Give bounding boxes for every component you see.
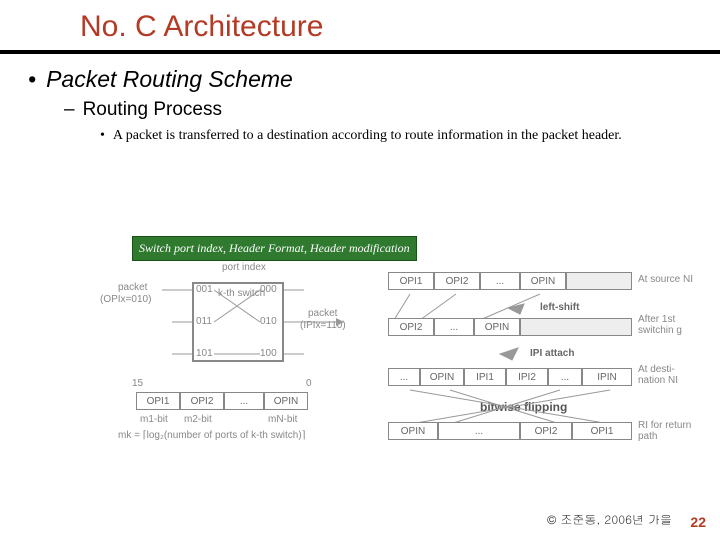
packet-in-label: packet [118, 282, 147, 293]
r1-dots: ... [480, 272, 520, 290]
body-text: A packet is transferred to a destination… [0, 127, 720, 145]
m1-label: m1-bit [140, 414, 168, 425]
packet-out-ipix: (IPIx=110) [300, 320, 346, 331]
mn-label: mN-bit [268, 414, 297, 425]
r1-opin: OPIN [520, 272, 566, 290]
hdr-opi2: OPI2 [180, 392, 224, 410]
bitflip-label: bitwise flipping [480, 400, 567, 414]
port-in-top: 001 [196, 284, 213, 295]
title-rule [0, 50, 720, 54]
r4-opi2: OPI2 [520, 422, 572, 440]
switch-label: k-th switch [218, 288, 265, 299]
r1-opi1: OPI1 [388, 272, 434, 290]
r1-pad [566, 272, 632, 290]
hdr-dots: ... [224, 392, 264, 410]
heading-level-2: Routing Process [0, 99, 720, 121]
heading-level-1: Packet Routing Scheme [0, 66, 720, 93]
m2-label: m2-bit [184, 414, 212, 425]
r2-pad [520, 318, 632, 336]
r3-dots1: ... [388, 368, 420, 386]
r1-opi2: OPI2 [434, 272, 480, 290]
r2-opin: OPIN [474, 318, 520, 336]
r4-opi1: OPI1 [572, 422, 632, 440]
r2-dots: ... [434, 318, 474, 336]
page-number: 22 [690, 514, 706, 530]
bit0: 0 [306, 378, 312, 389]
r3-ipi2: IPI2 [506, 368, 548, 386]
packet-out-label: packet [308, 308, 337, 319]
r3-note: At desti- nation NI [638, 364, 696, 386]
diagram-header-mod: OPI1 OPI2 ... OPIN At source NI left-shi… [380, 272, 710, 462]
footer-copyright: © 조준동, 2006년 가을 [547, 511, 672, 528]
mk-formula: mk = ⌈log₂(number of ports of k-th switc… [118, 430, 306, 441]
packet-in-opix: (OPIx=010) [100, 294, 151, 305]
bit15: 15 [132, 378, 143, 389]
r2-opi2: OPI2 [388, 318, 434, 336]
r4-note: RI for return path [638, 420, 700, 442]
r4-dots: ... [438, 422, 520, 440]
port-in-mid: 011 [196, 316, 212, 327]
port-out-mid: 010 [260, 316, 277, 327]
r2-note: After 1st switchin g [638, 314, 696, 336]
slide-title: No. C Architecture [0, 0, 720, 50]
r4-opin: OPIN [388, 422, 438, 440]
r3-opin: OPIN [420, 368, 464, 386]
hdr-opi1: OPI1 [136, 392, 180, 410]
r3-dots2: ... [548, 368, 582, 386]
port-in-bot: 101 [196, 348, 213, 359]
diagram-switch: port index k-th switch 001 011 101 000 0… [100, 268, 360, 448]
r3-ipi1: IPI1 [464, 368, 506, 386]
label-port-index: port index [222, 262, 266, 273]
ipiattach-label: IPI attach [530, 348, 574, 359]
port-out-top: 000 [260, 284, 277, 295]
r1-note: At source NI [638, 274, 693, 285]
hdr-opin: OPIN [264, 392, 308, 410]
callout-box: Switch port index, Header Format, Header… [132, 236, 417, 261]
port-out-bot: 100 [260, 348, 277, 359]
r3-ipin: IPIN [582, 368, 632, 386]
leftshift-label: left-shift [540, 302, 579, 313]
